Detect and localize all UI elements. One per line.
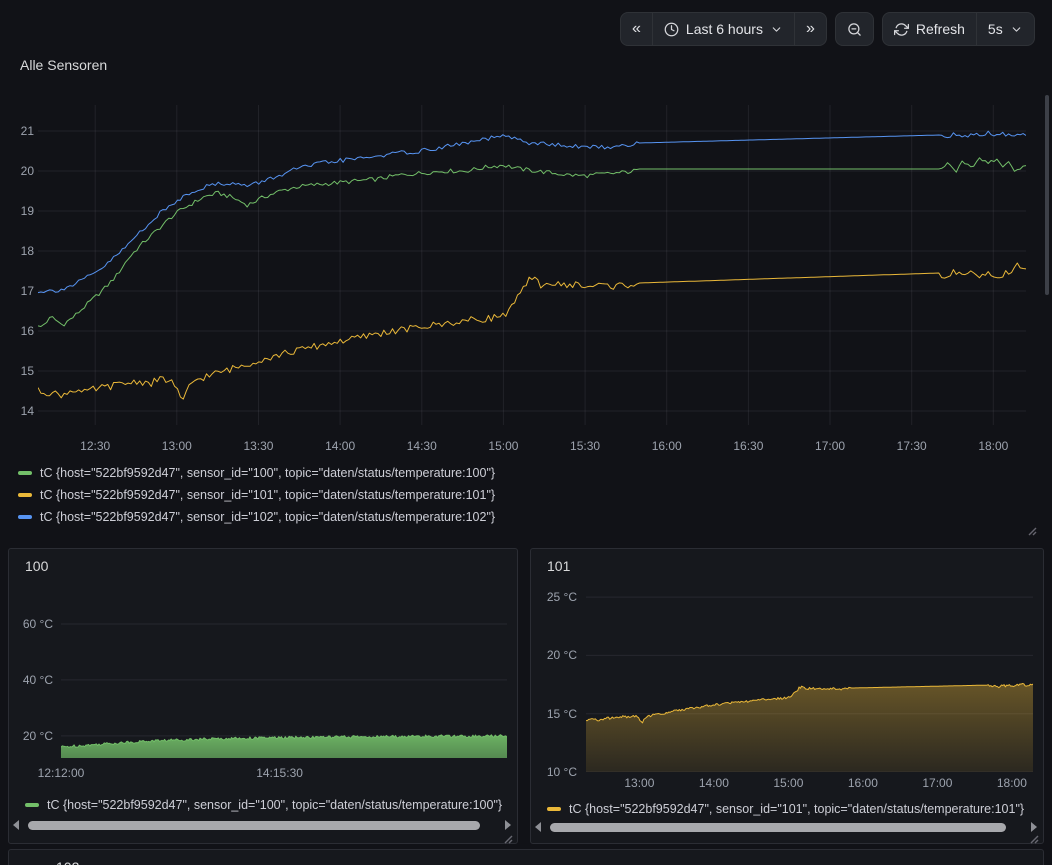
- y-axis-label: 19: [0, 203, 34, 219]
- series-line: [38, 131, 1026, 293]
- panel-resize-handle[interactable]: [503, 831, 513, 841]
- panel-resize-handle[interactable]: [1027, 523, 1037, 533]
- x-axis-label: 18:00: [948, 438, 1038, 454]
- scroll-thumb[interactable]: [550, 823, 1006, 832]
- x-axis-label: 14:15:30: [235, 765, 325, 781]
- panel-title[interactable]: Alle Sensoren: [20, 57, 107, 73]
- x-axis-label: 12:12:00: [16, 765, 106, 781]
- x-axis-label: 17:30: [867, 438, 957, 454]
- y-axis-label: 18: [0, 243, 34, 259]
- legend-label: tC {host="522bf9592d47", sensor_id="101"…: [40, 488, 495, 502]
- panel-resize-handle[interactable]: [1029, 831, 1039, 841]
- y-axis-label: 16: [0, 323, 34, 339]
- legend-swatch-icon: [25, 803, 39, 807]
- panel-title[interactable]: 100: [25, 558, 48, 574]
- legend-swatch-icon: [18, 471, 32, 475]
- y-axis-label: 15: [0, 363, 34, 379]
- scroll-track[interactable]: [22, 821, 502, 830]
- y-axis-label: 40 °C: [9, 672, 53, 688]
- panel-102: 102: [8, 849, 1044, 865]
- page-scrollbar-thumb[interactable]: [1045, 95, 1049, 295]
- legend-item[interactable]: tC {host="522bf9592d47", sensor_id="101"…: [18, 484, 1028, 506]
- x-axis-label: 14:30: [377, 438, 467, 454]
- y-axis-label: 21: [0, 123, 34, 139]
- legend-item[interactable]: tC {host="522bf9592d47", sensor_id="101"…: [547, 799, 1039, 819]
- panel-main: Alle Sensoren tC {host="522bf9592d47", s…: [0, 0, 1052, 545]
- panel-101: 101 tC {host="522bf9592d47", sensor_id="…: [530, 548, 1044, 844]
- x-axis-label: 12:30: [50, 438, 140, 454]
- panel-100: 100 tC {host="522bf9592d47", sensor_id="…: [8, 548, 518, 844]
- legend-swatch-icon: [18, 515, 32, 519]
- panel-101-legend: tC {host="522bf9592d47", sensor_id="101"…: [547, 799, 1039, 819]
- x-axis-label: 14:00: [295, 438, 385, 454]
- p101-chart-plot[interactable]: [586, 586, 1033, 772]
- y-axis-label: 20: [0, 163, 34, 179]
- panel-title[interactable]: 102: [56, 859, 79, 865]
- y-axis-label: 60 °C: [9, 616, 53, 632]
- main-chart-plot[interactable]: [38, 105, 1026, 425]
- y-axis-label: 10 °C: [531, 764, 577, 780]
- scroll-track[interactable]: [544, 823, 1028, 832]
- legend-item[interactable]: tC {host="522bf9592d47", sensor_id="100"…: [25, 795, 512, 815]
- y-axis-label: 14: [0, 403, 34, 419]
- x-axis-label: 15:30: [540, 438, 630, 454]
- x-axis-label: 16:00: [622, 438, 712, 454]
- scroll-left-arrow[interactable]: [13, 820, 19, 830]
- scroll-right-arrow[interactable]: [505, 820, 511, 830]
- y-axis-label: 20 °C: [9, 728, 53, 744]
- y-axis-label: 17: [0, 283, 34, 299]
- legend-label: tC {host="522bf9592d47", sensor_id="101"…: [569, 802, 1024, 816]
- x-axis-label: 16:30: [703, 438, 793, 454]
- legend-label: tC {host="522bf9592d47", sensor_id="100"…: [40, 466, 495, 480]
- panel-title[interactable]: 101: [547, 558, 570, 574]
- y-axis-label: 15 °C: [531, 706, 577, 722]
- x-axis-label: 15:00: [458, 438, 548, 454]
- legend-label: tC {host="522bf9592d47", sensor_id="100"…: [47, 798, 502, 812]
- x-axis-label: 13:00: [132, 438, 222, 454]
- legend-item[interactable]: tC {host="522bf9592d47", sensor_id="102"…: [18, 506, 1028, 528]
- y-axis-label: 20 °C: [531, 647, 577, 663]
- x-axis-label: 13:30: [213, 438, 303, 454]
- panel-100-legend: tC {host="522bf9592d47", sensor_id="100"…: [25, 795, 512, 815]
- legend-swatch-icon: [18, 493, 32, 497]
- legend-scrollbar: [535, 821, 1037, 833]
- x-axis-label: 17:00: [785, 438, 875, 454]
- x-axis-label: 18:00: [967, 775, 1052, 791]
- scroll-left-arrow[interactable]: [535, 822, 541, 832]
- legend-swatch-icon: [547, 807, 561, 811]
- legend-scrollbar: [13, 819, 511, 831]
- y-axis-label: 25 °C: [531, 589, 577, 605]
- legend-label: tC {host="522bf9592d47", sensor_id="102"…: [40, 510, 495, 524]
- scroll-thumb[interactable]: [28, 821, 480, 830]
- legend-item[interactable]: tC {host="522bf9592d47", sensor_id="100"…: [18, 462, 1028, 484]
- series-area: [586, 684, 1033, 773]
- p100-chart-plot[interactable]: [61, 589, 507, 758]
- series-line: [38, 158, 1026, 327]
- main-legend: tC {host="522bf9592d47", sensor_id="100"…: [18, 462, 1028, 528]
